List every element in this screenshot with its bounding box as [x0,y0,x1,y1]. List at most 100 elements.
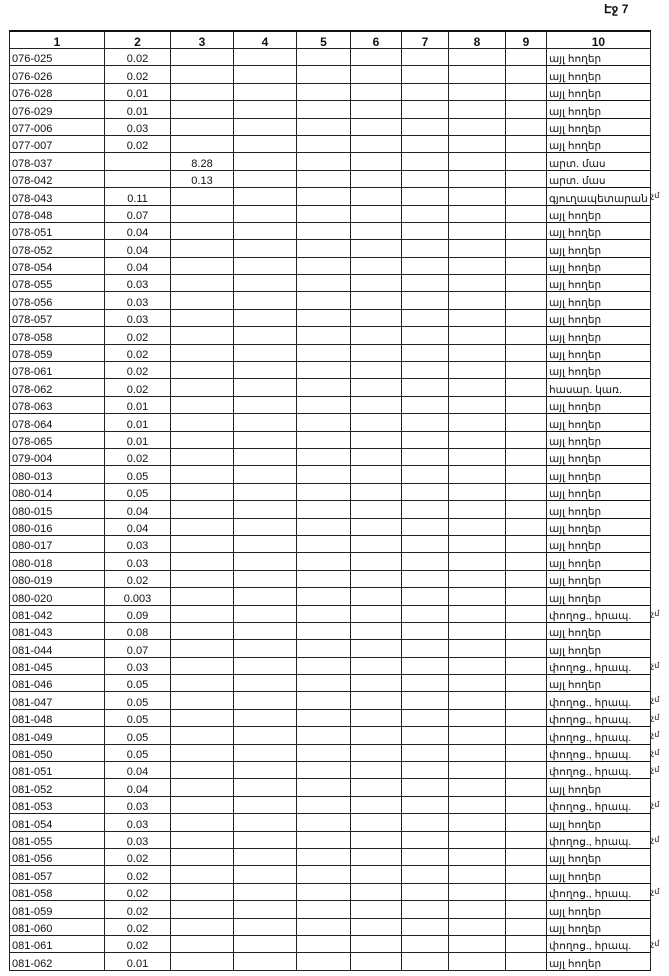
empty-cell-col7 [401,552,449,571]
table-row: 078-056 0.03 այլ հողեր [9,291,651,310]
area-col2-cell: 0.02 [104,343,171,363]
empty-cell-col8 [448,187,506,206]
parcel-code-cell: 078-061 [9,361,105,380]
empty-cell-col6 [350,465,402,484]
empty-cell-col8 [448,726,506,745]
parcel-code-cell: 078-058 [9,326,105,345]
empty-cell-col5 [296,221,351,241]
empty-cell-col7 [401,900,449,919]
parcel-code-cell: 077-006 [9,117,105,136]
empty-cell-col5 [296,761,351,780]
empty-cell-col6 [350,239,402,258]
empty-cell-col7 [401,656,449,676]
area-col2-cell: 0.03 [104,795,171,815]
parcel-code-cell: 081-048 [9,708,105,728]
area-col2-cell: 0.03 [104,830,171,849]
land-type-cell: այլ հողեր [546,639,651,658]
table-row: 081-051 0.04 փողոց., հրապ. չմ [9,761,659,780]
empty-cell-col4 [233,778,297,797]
empty-cell-col4 [233,134,297,154]
empty-cell-col6 [350,169,402,189]
empty-cell-col7 [401,761,449,780]
land-type-cell: այլ հողեր [546,813,651,832]
table-row: 078-065 0.01 այլ հողեր [9,430,651,449]
land-type-label: փողոց., հրապ. [549,940,632,953]
empty-cell-col9 [505,621,547,641]
empty-cell-col8 [448,587,506,606]
empty-cell-col5 [296,378,351,397]
empty-cell-col9 [505,47,547,67]
empty-cell-col9 [505,743,547,763]
empty-cell-col7 [401,621,449,641]
empty-cell-col5 [296,813,351,832]
parcel-code-cell: 076-028 [9,82,105,102]
empty-cell-col6 [350,82,402,102]
area-col2-cell: 0.02 [104,900,171,919]
empty-cell-col6 [350,952,402,971]
empty-cell-col7 [401,691,449,710]
area-col3-cell [170,621,234,641]
empty-cell-col7 [401,187,449,206]
empty-cell-col9 [505,65,547,84]
land-type-label: այլ հողեր [549,453,602,466]
table-row: 080-013 0.05 այլ հողեր [9,465,651,484]
empty-cell-col8 [448,830,506,849]
margin-mark: չմ [651,712,660,722]
empty-cell-col6 [350,343,402,363]
land-type-cell: արտ. մաս [546,152,651,171]
area-col2-cell: 0.01 [104,430,171,449]
empty-cell-col9 [505,882,547,902]
land-type-label: այլ հողեր [549,314,602,327]
area-col3-cell [170,395,234,415]
empty-cell-col6 [350,726,402,745]
parcel-code-cell: 078-063 [9,395,105,415]
empty-cell-col8 [448,534,506,554]
area-col3-cell [170,204,234,223]
table-row: 079-004 0.02 այլ հողեր [9,447,651,467]
empty-cell-col9 [505,604,547,623]
area-col3-cell [170,361,234,380]
area-col3-cell [170,604,234,623]
table-row: 078-055 0.03 այլ հողեր [9,274,651,293]
parcel-code-cell: 081-045 [9,656,105,676]
table-row: 076-028 0.01 այլ հողեր [9,82,651,102]
empty-cell-col4 [233,326,297,345]
empty-cell-col8 [448,256,506,276]
empty-cell-col8 [448,482,506,502]
area-col3-cell [170,447,234,467]
empty-cell-col8 [448,169,506,189]
empty-cell-col7 [401,361,449,380]
empty-cell-col7 [401,326,449,345]
empty-cell-col8 [448,291,506,310]
area-col2-cell: 0.05 [104,465,171,484]
parcel-code-cell: 079-004 [9,447,105,467]
parcel-code-cell: 081-049 [9,726,105,745]
empty-cell-col8 [448,204,506,223]
table-row: 078-037 8.28 արտ. մաս [9,152,651,171]
empty-cell-col4 [233,517,297,536]
land-type-label: այլ հողեր [549,957,602,970]
column-header-6: 6 [350,30,402,49]
empty-cell-col4 [233,221,297,241]
table-row: 078-063 0.01 այլ հողեր [9,395,651,415]
table-row: 080-018 0.03 այլ հողեր [9,552,651,571]
area-col2-cell: 0.04 [104,500,171,519]
area-col2-cell: 0.07 [104,639,171,658]
table-row: 078-058 0.02 այլ հողեր [9,326,651,345]
area-col3-cell [170,308,234,328]
empty-cell-col5 [296,256,351,276]
table-row: 078-042 0.13 արտ. մաս [9,169,651,189]
land-type-label: այլ հողեր [549,105,602,118]
empty-cell-col5 [296,326,351,345]
area-col2-cell: 0.03 [104,291,171,310]
area-col3-cell [170,534,234,554]
empty-cell-col4 [233,430,297,449]
empty-cell-col9 [505,674,547,693]
area-col3-cell [170,274,234,293]
empty-cell-col5 [296,152,351,171]
table-row: 080-017 0.03 այլ հողեր [9,534,651,554]
land-type-label: այլ հողեր [549,349,602,362]
empty-cell-col7 [401,743,449,763]
table-row: 076-026 0.02 այլ հողեր [9,65,651,84]
parcel-code-cell: 081-044 [9,639,105,658]
